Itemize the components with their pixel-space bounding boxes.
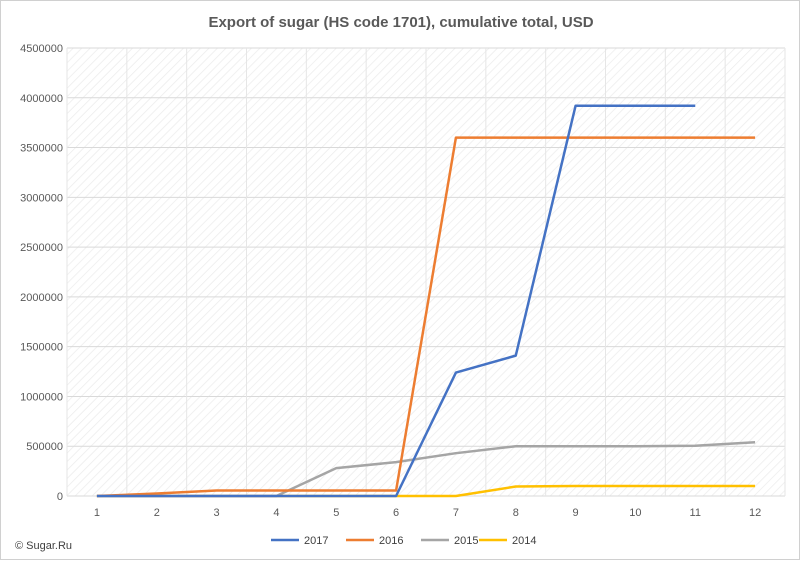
legend-label: 2016	[379, 535, 403, 547]
copyright-text: © Sugar.Ru	[15, 540, 72, 552]
x-tick-label: 3	[214, 507, 220, 519]
series-line-2016	[96, 136, 756, 498]
series-line-2017	[96, 104, 696, 498]
legend-label: 2014	[512, 535, 536, 547]
y-tick-label: 4500000	[20, 43, 63, 55]
x-tick-label: 10	[629, 507, 641, 519]
y-tick-label: 4000000	[20, 93, 63, 105]
gridlines	[66, 47, 786, 497]
x-tick-label: 8	[513, 507, 519, 519]
x-tick-label: 4	[273, 507, 279, 519]
y-tick-label: 2000000	[20, 292, 63, 304]
x-axis-ticks: 1 2 3 4 5 6 7 8 9 10 11 12	[94, 507, 761, 519]
y-axis-ticks: 0 500000 1000000 1500000 2000000 2500000 30000…	[20, 43, 63, 503]
x-tick-label: 7	[453, 507, 459, 519]
chart-title: Export of sugar (HS code 1701), cumulati…	[208, 14, 593, 31]
y-tick-label: 500000	[26, 441, 63, 453]
y-tick-label: 2500000	[20, 242, 63, 254]
y-tick-label: 1000000	[20, 391, 63, 403]
x-tick-label: 2	[154, 507, 160, 519]
x-tick-label: 1	[94, 507, 100, 519]
x-tick-label: 6	[393, 507, 399, 519]
x-tick-label: 11	[690, 507, 701, 519]
y-tick-label: 3000000	[20, 192, 63, 204]
legend-label: 2015	[454, 535, 478, 547]
y-tick-label: 0	[57, 491, 63, 503]
y-tick-label: 3500000	[20, 143, 63, 155]
x-tick-label: 9	[573, 507, 579, 519]
x-tick-label: 5	[333, 507, 339, 519]
legend-label: 2017	[304, 535, 328, 547]
y-tick-label: 1500000	[20, 342, 63, 354]
legend: 2017 2016 2015 2014	[271, 535, 536, 547]
series-lines	[96, 104, 756, 498]
x-tick-label: 12	[749, 507, 761, 519]
